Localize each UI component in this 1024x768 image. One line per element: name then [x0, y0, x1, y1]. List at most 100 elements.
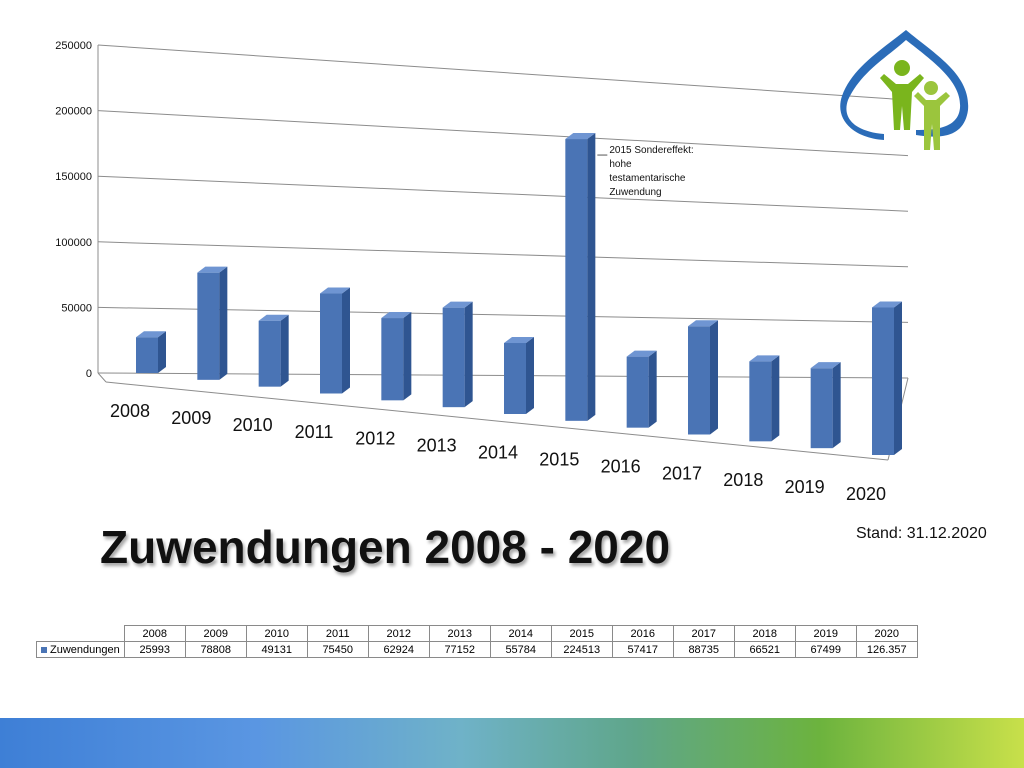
bar-top — [381, 312, 412, 319]
bar-top — [442, 301, 473, 308]
x-axis-line — [105, 381, 889, 461]
bar-2020 — [872, 301, 902, 455]
bar-2014 — [504, 337, 534, 414]
table-year-cell: 2010 — [245, 625, 308, 642]
bar-side — [464, 301, 473, 408]
table-value-cell: 88735 — [672, 641, 735, 658]
table-year-cell: 2013 — [428, 625, 491, 642]
table-corner-cell — [36, 625, 125, 642]
bar-front — [749, 361, 772, 442]
table-row-label: Zuwendungen — [50, 643, 120, 656]
bar-side — [771, 355, 780, 442]
y-tick-label: 50000 — [61, 302, 92, 314]
bar-front — [626, 356, 649, 428]
bar-2018 — [749, 355, 780, 442]
gridlines — [97, 44, 909, 461]
table-year-cell: 2020 — [855, 625, 918, 642]
bar-side — [526, 337, 534, 414]
table-value-cell: 25993 — [123, 641, 186, 658]
bar-side — [158, 331, 166, 373]
gridline — [97, 175, 909, 212]
bar-front — [136, 337, 158, 373]
bar-front — [872, 307, 894, 455]
y-tick-label: 250000 — [55, 40, 92, 52]
x-tick-label: 2016 — [601, 456, 641, 476]
x-tick-label: 2009 — [171, 408, 211, 428]
table-year-cell: 2008 — [123, 625, 186, 642]
data-table: 2008 2009 2010 2011 2012 2013 2014 2015 2016 2017… — [36, 625, 918, 658]
x-tick-label: 2008 — [110, 401, 150, 421]
bar-side — [710, 320, 718, 435]
x-tick-label: 2013 — [417, 436, 457, 456]
table-value-cell: 55784 — [489, 641, 552, 658]
y-tick-label: 0 — [86, 368, 92, 380]
floor-left-edge — [97, 372, 107, 383]
bar-top — [320, 287, 350, 294]
table-header-row: 2008 2009 2010 2011 2012 2013 2014 2015 2016 2017… — [36, 625, 918, 642]
bar-top — [810, 362, 841, 369]
bar-side — [648, 350, 657, 428]
bar-side — [219, 266, 228, 380]
bar-2008 — [136, 331, 166, 373]
x-tick-label: 2014 — [478, 443, 518, 463]
annotation-line: hohe — [609, 159, 632, 170]
bar-front — [810, 368, 833, 449]
bar-front — [381, 318, 404, 401]
gridline — [97, 110, 909, 157]
bar-2013 — [442, 301, 473, 408]
annotation: 2015 Sondereffekt: hohe testamentarische Zu… — [597, 145, 694, 198]
bar-2011 — [320, 287, 350, 394]
bar-front — [565, 139, 588, 421]
table-year-cell: 2016 — [611, 625, 674, 642]
annotation-line: 2015 Sondereffekt: — [609, 145, 693, 156]
table-value-cell: 62924 — [367, 641, 430, 658]
x-tick-label: 2020 — [846, 484, 886, 504]
bar-front — [258, 320, 281, 387]
bar-2019 — [810, 362, 841, 449]
x-tick-label: 2011 — [295, 422, 334, 442]
annotation-line: testamentarische — [609, 173, 686, 184]
y-tick-label: 200000 — [55, 106, 92, 118]
table-year-cell: 2015 — [550, 625, 613, 642]
bar-2012 — [381, 312, 412, 401]
x-tick-label: 2018 — [723, 470, 763, 490]
two-people-in-leaf-logo — [836, 20, 976, 170]
bar-side — [832, 362, 841, 449]
legend-swatch — [41, 646, 47, 653]
bar-front — [688, 326, 710, 435]
bar-side — [342, 287, 350, 394]
table-year-cell: 2014 — [489, 625, 552, 642]
bar-top — [688, 320, 718, 327]
bar-top — [626, 350, 657, 357]
table-row: Zuwendungen 25993 78808 49131 75450 62924 771… — [36, 641, 918, 658]
table-value-cell: 78808 — [184, 641, 247, 658]
table-year-cell: 2011 — [306, 625, 369, 642]
bar-top — [258, 314, 289, 321]
x-tick-label: 2010 — [233, 415, 273, 435]
table-year-cell: 2017 — [672, 625, 735, 642]
gridline — [97, 44, 909, 101]
table-value-cell: 224513 — [550, 641, 613, 658]
bar-side — [403, 312, 412, 401]
bar-side — [587, 133, 596, 421]
bar-side — [280, 314, 289, 387]
x-tick-labels: 2008 2009 2010 2011 2012 2013 2014 2015 2016 2017… — [110, 401, 886, 504]
bar-top — [136, 331, 166, 338]
gridline — [97, 306, 909, 323]
table-year-cell: 2012 — [367, 625, 430, 642]
bar-2016 — [626, 350, 657, 428]
bar-2017 — [688, 320, 718, 435]
y-tick-label: 100000 — [55, 237, 92, 249]
table-value-cell: 75450 — [306, 641, 369, 658]
table-value-cell: 66521 — [733, 641, 796, 658]
bar-2009 — [197, 266, 228, 380]
bar-front — [442, 307, 465, 408]
table-value-cell: 49131 — [245, 641, 308, 658]
table-value-cell: 57417 — [611, 641, 674, 658]
bar-side — [894, 301, 902, 455]
bottom-gradient-band — [0, 718, 1024, 768]
bar-front — [504, 343, 526, 414]
table-row-header: Zuwendungen — [36, 641, 125, 658]
bar-top — [197, 266, 228, 273]
